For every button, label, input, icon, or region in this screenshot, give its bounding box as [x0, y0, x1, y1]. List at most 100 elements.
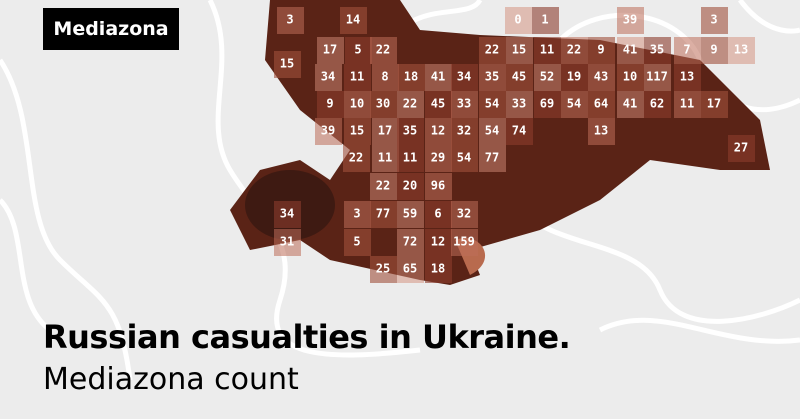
cell: [345, 37, 372, 64]
cell-value: 14: [346, 13, 360, 27]
cell: [425, 173, 452, 200]
cell: [674, 91, 701, 118]
cell-value: 25: [376, 262, 390, 276]
cell: [479, 64, 506, 91]
cell-value: 20: [403, 179, 417, 193]
cell-value: 11: [378, 151, 392, 165]
cell: [561, 64, 588, 91]
cell: [425, 91, 452, 118]
cell: [506, 37, 533, 64]
cell: [398, 64, 425, 91]
cell-value: 159: [453, 235, 475, 249]
cell: [701, 91, 728, 118]
cell-value: 52: [540, 70, 554, 84]
logo[interactable]: Mediazona: [43, 8, 179, 50]
cell: [451, 201, 478, 228]
cell-value: 11: [680, 97, 694, 111]
cell: [701, 37, 728, 64]
cell-value: 34: [321, 70, 335, 84]
cell: [588, 37, 615, 64]
cell-value: 11: [540, 43, 554, 57]
cell: [561, 91, 588, 118]
cell-value: 5: [354, 43, 361, 57]
cell-value: 54: [457, 151, 471, 165]
cell-value: 72: [403, 235, 417, 249]
cell-value: 54: [485, 97, 499, 111]
cell-value: 5: [353, 235, 360, 249]
cell: [728, 135, 755, 162]
cell: [425, 118, 452, 145]
cell-value: 39: [623, 13, 637, 27]
cell-value: 33: [457, 97, 471, 111]
cell: [344, 201, 371, 228]
cell-value: 39: [321, 124, 335, 138]
cell: [397, 91, 424, 118]
cell: [277, 7, 304, 34]
cell: [425, 256, 452, 283]
cell: [372, 118, 399, 145]
cell: [479, 145, 506, 172]
cell: [506, 118, 533, 145]
cell: [370, 91, 397, 118]
cell-value: 9: [710, 43, 717, 57]
cell: [315, 64, 342, 91]
cell: [315, 118, 342, 145]
cell-value: 35: [650, 43, 664, 57]
cell-value: 10: [623, 70, 637, 84]
cell-value: 41: [623, 97, 637, 111]
cell: [344, 229, 371, 256]
cell: [479, 118, 506, 145]
cell-value: 3: [286, 13, 293, 27]
cell-value: 41: [623, 43, 637, 57]
cell: [425, 229, 452, 256]
cell: [617, 64, 644, 91]
cell-value: 32: [457, 124, 471, 138]
cell-value: 13: [594, 124, 608, 138]
cell: [397, 145, 424, 172]
cell: [397, 118, 424, 145]
cell: [617, 37, 644, 64]
cell-value: 64: [594, 97, 608, 111]
cell: [397, 229, 424, 256]
cell: [344, 64, 371, 91]
cell: [425, 145, 452, 172]
cell-value: 18: [431, 262, 445, 276]
cell-value: 22: [376, 179, 390, 193]
cell: [728, 37, 755, 64]
cell: [274, 201, 301, 228]
cell-value: 17: [707, 97, 721, 111]
cell: [534, 64, 561, 91]
cell-value: 30: [376, 97, 390, 111]
cell-value: 22: [485, 43, 499, 57]
cell: [340, 7, 367, 34]
cell: [451, 91, 478, 118]
cell-value: 15: [280, 57, 294, 71]
cell-value: 35: [403, 124, 417, 138]
cell: [397, 173, 424, 200]
cell: [588, 118, 615, 145]
cell: [344, 91, 371, 118]
cell: [397, 256, 424, 283]
cell: [274, 229, 301, 256]
cell: [506, 64, 533, 91]
cell-value: 15: [350, 124, 364, 138]
cell-value: 11: [403, 151, 417, 165]
cell-value: 17: [323, 43, 337, 57]
cell: [561, 37, 588, 64]
cell-value: 77: [376, 207, 390, 221]
cell: [317, 91, 344, 118]
cell-value: 41: [431, 70, 445, 84]
cell: [343, 145, 370, 172]
cell-value: 9: [326, 97, 333, 111]
cell-value: 33: [512, 97, 526, 111]
cell-value: 6: [434, 207, 441, 221]
cell-value: 62: [650, 97, 664, 111]
cell: [451, 229, 478, 256]
cell-value: 18: [404, 70, 418, 84]
cell-value: 96: [431, 179, 445, 193]
cell: [479, 91, 506, 118]
title: Russian casualties in Ukraine.: [43, 318, 571, 356]
cell: [372, 145, 399, 172]
